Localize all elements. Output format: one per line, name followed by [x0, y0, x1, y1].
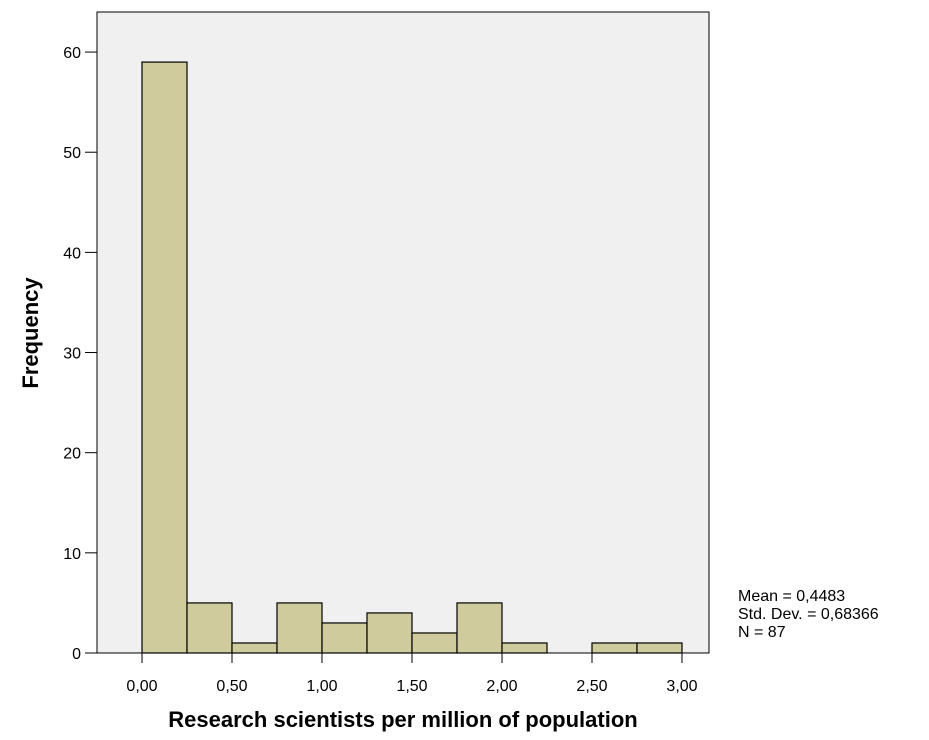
x-tick-label: 1,00 — [306, 678, 337, 695]
y-tick-label: 10 — [63, 546, 81, 563]
histogram-bar — [501, 642, 548, 654]
y-tick-label: 50 — [63, 145, 81, 162]
stats-n: N = 87 — [738, 624, 786, 641]
x-tick-label: 0,50 — [216, 678, 247, 695]
histogram-bar — [366, 612, 413, 654]
histogram-bar — [186, 602, 233, 654]
y-tick-label: 60 — [63, 45, 81, 62]
x-tick-label: 0,00 — [126, 678, 157, 695]
histogram-bar — [636, 642, 683, 654]
stats-box: Mean = 0,4483 Std. Dev. = 0,68366 N = 87 — [738, 588, 879, 642]
plot-area — [96, 11, 710, 654]
y-tick-label: 40 — [63, 245, 81, 262]
y-tick-label: 20 — [63, 446, 81, 463]
x-axis-title: Research scientists per million of popul… — [168, 707, 637, 732]
histogram-bar — [231, 642, 278, 654]
histogram-bar — [141, 61, 188, 654]
stats-std-dev: Std. Dev. = 0,68366 — [738, 606, 879, 623]
histogram-bar — [276, 602, 323, 654]
y-tick-label: 0 — [72, 646, 81, 663]
x-tick-label: 1,50 — [396, 678, 427, 695]
x-axis: 0,00 0,50 1,00 1,50 2,00 2,50 3,00 — [126, 653, 698, 695]
y-tick-label: 30 — [63, 346, 81, 363]
y-axis: 0 10 20 30 40 50 60 — [63, 45, 97, 663]
stats-mean: Mean = 0,4483 — [738, 588, 846, 605]
bars-group — [141, 61, 683, 654]
histogram-bar — [591, 642, 638, 654]
histogram-bar — [456, 602, 503, 654]
histogram-bar — [321, 622, 368, 654]
x-tick-label: 3,00 — [666, 678, 697, 695]
y-axis-title: Frequency — [18, 277, 43, 389]
x-tick-label: 2,50 — [576, 678, 607, 695]
histogram-bar — [411, 632, 458, 654]
x-tick-label: 2,00 — [486, 678, 517, 695]
